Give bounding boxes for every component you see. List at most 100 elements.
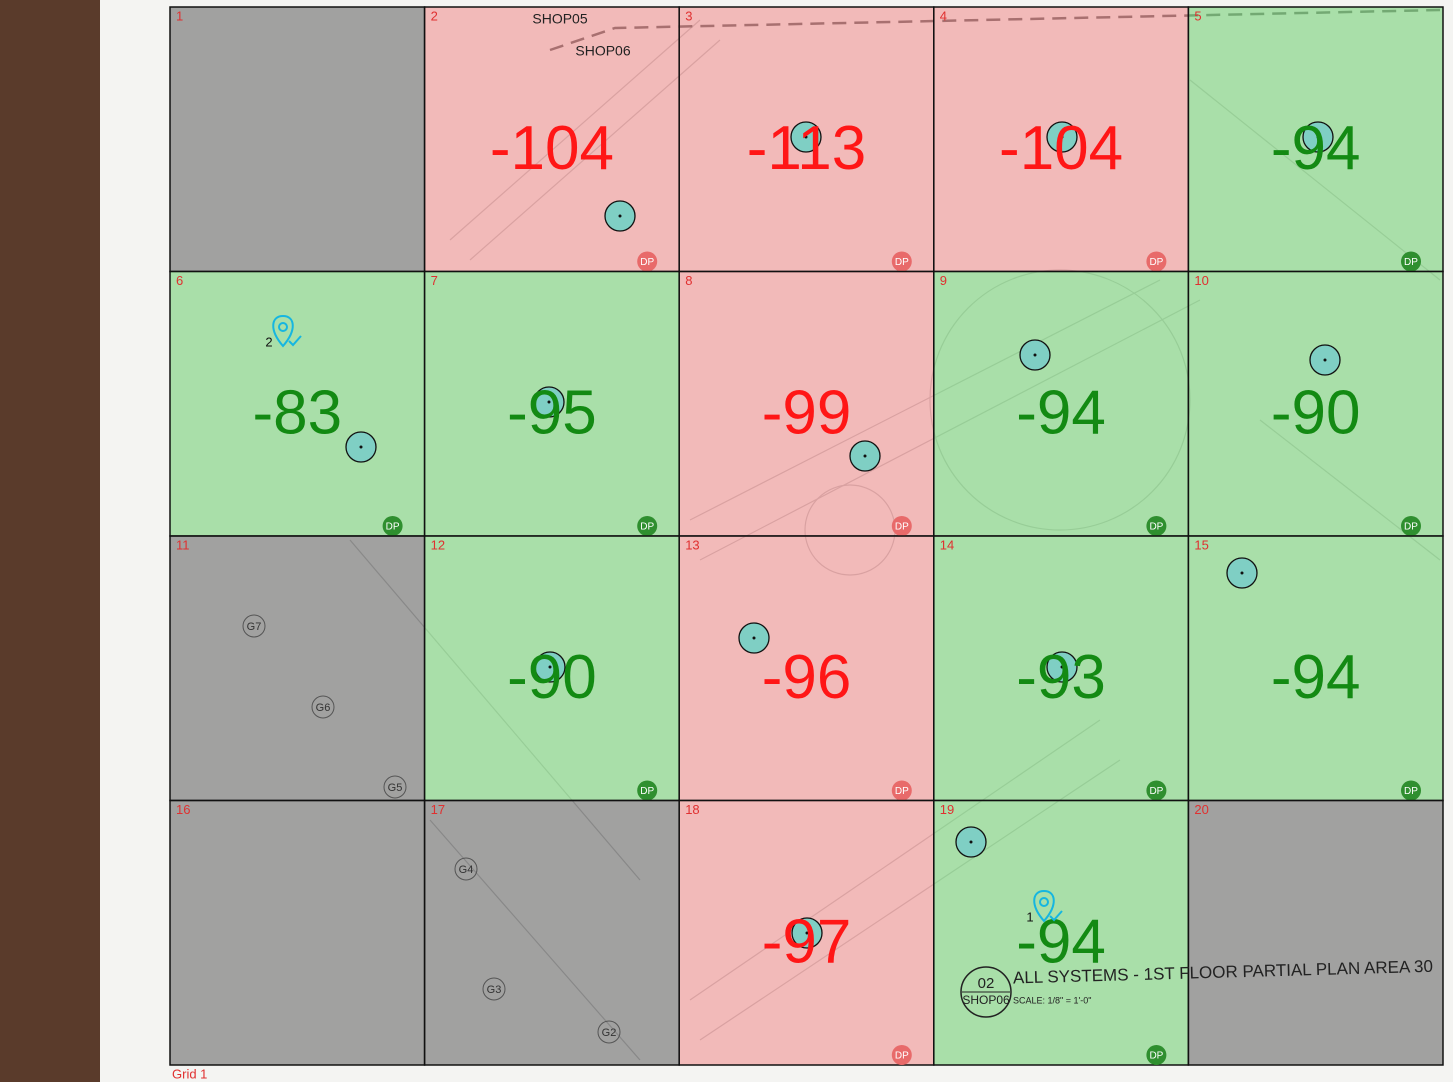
marker-label: 1	[1026, 909, 1033, 924]
cell-number: 19	[940, 802, 954, 817]
signal-value: -96	[762, 643, 852, 712]
location-pin-hole	[278, 322, 288, 332]
column-label: G2	[602, 1027, 617, 1039]
column-bubble	[311, 695, 335, 719]
signal-value: -104	[490, 114, 614, 183]
dp-badge-label: DP	[1149, 786, 1163, 797]
column-label: G7	[247, 621, 262, 633]
cell-number: 8	[685, 273, 692, 288]
dp-badge-label: DP	[1404, 522, 1418, 533]
grid-cell	[169, 535, 426, 802]
measure-dot	[863, 454, 867, 458]
cell-number: 14	[940, 537, 954, 552]
cell-number: 16	[176, 802, 190, 817]
check-mark	[288, 335, 302, 347]
measure-dot	[804, 135, 808, 139]
dp-badge-label: DP	[1149, 257, 1163, 268]
dp-badge-label: DP	[895, 786, 909, 797]
signal-value: -90	[1271, 378, 1361, 447]
dp-badge-label: DP	[895, 257, 909, 268]
cell-number: 9	[940, 273, 947, 288]
measure-dot	[359, 445, 363, 449]
dp-badge-label: DP	[1404, 257, 1418, 268]
dp-badge	[637, 780, 658, 801]
dp-badge	[891, 516, 912, 536]
grid-cell	[169, 270, 426, 537]
dp-badge-label: DP	[1149, 522, 1163, 533]
cell-number: 3	[685, 8, 692, 23]
drawing-scale: SCALE: 1/8" = 1'-0"	[1013, 995, 1091, 1005]
grid-cell	[169, 799, 426, 1066]
dp-badge	[637, 251, 658, 272]
column-bubble	[597, 1020, 621, 1044]
cell-number: 11	[176, 537, 190, 552]
cell-number: 17	[431, 802, 445, 817]
dp-badge-label: DP	[386, 522, 400, 533]
dp-badge	[1401, 251, 1421, 272]
dp-badge	[637, 516, 658, 536]
signal-value: -97	[762, 907, 852, 976]
grid-label: Grid 1	[172, 1066, 207, 1081]
title-circle	[960, 966, 1012, 1018]
column-label: G6	[316, 702, 331, 714]
measure-dot	[1060, 665, 1064, 669]
signal-value: -83	[252, 378, 342, 447]
column-bubble	[242, 614, 266, 638]
signal-value: -94	[1271, 643, 1361, 712]
drawing-number: 02	[978, 975, 995, 992]
cell-number: 13	[685, 537, 699, 552]
column-label: G3	[487, 984, 502, 996]
grid: 1 2-104DP3-113DP4-104DP5-94DP6-83DP7-95DP…	[169, 6, 1444, 1066]
cell-number: 20	[1194, 802, 1208, 817]
location-pin-hole	[1039, 897, 1049, 907]
shop-label: SHOP06	[575, 43, 630, 59]
grid-cell	[423, 799, 680, 1066]
grid-cell	[423, 6, 680, 273]
grid-cell	[678, 270, 935, 537]
cell-number: 6	[176, 273, 183, 288]
column-bubble	[482, 977, 506, 1001]
cell-number: 7	[431, 273, 438, 288]
signal-value: -93	[1016, 643, 1106, 712]
dp-badge-label: DP	[895, 522, 909, 533]
dp-badge	[1146, 516, 1167, 536]
dp-badge-label: DP	[640, 786, 654, 797]
cell-number: 4	[940, 8, 947, 23]
grid-cell	[1187, 799, 1444, 1066]
measure-dot	[547, 400, 551, 404]
sheet-number: SHOP06	[962, 993, 1010, 1007]
measure-dot	[805, 931, 809, 935]
cell-number: 2	[431, 8, 438, 23]
measure-dot	[752, 636, 756, 640]
measure-dot	[1033, 353, 1037, 357]
dp-badge	[1146, 780, 1167, 801]
dp-badge	[382, 516, 403, 536]
measure-dot	[548, 665, 552, 669]
grid-cell	[169, 6, 426, 273]
measure-dot	[969, 840, 973, 844]
cell-number: 1	[176, 8, 183, 23]
grid-cell	[1187, 270, 1444, 537]
measure-dot	[1323, 358, 1327, 362]
marker-label: 2	[265, 334, 272, 349]
dp-badge-label: DP	[895, 1051, 909, 1062]
grid-cell	[678, 535, 935, 802]
dp-badge	[891, 780, 912, 801]
dp-badge	[1401, 516, 1421, 536]
dp-badge	[1401, 780, 1421, 801]
measure-dot	[1240, 571, 1244, 575]
dp-badge	[1146, 1045, 1167, 1065]
column-bubble	[383, 775, 407, 799]
signal-value: -113	[747, 114, 867, 183]
table-edge	[0, 0, 100, 1082]
dp-badge	[891, 1045, 912, 1065]
column-label: G5	[388, 782, 403, 794]
cell-number: 18	[685, 802, 699, 817]
dp-badge-label: DP	[640, 522, 654, 533]
measure-dot	[1060, 135, 1064, 139]
signal-value: -94	[1016, 378, 1106, 447]
shop-label: SHOP05	[532, 11, 587, 27]
cell-number: 15	[1194, 537, 1208, 552]
